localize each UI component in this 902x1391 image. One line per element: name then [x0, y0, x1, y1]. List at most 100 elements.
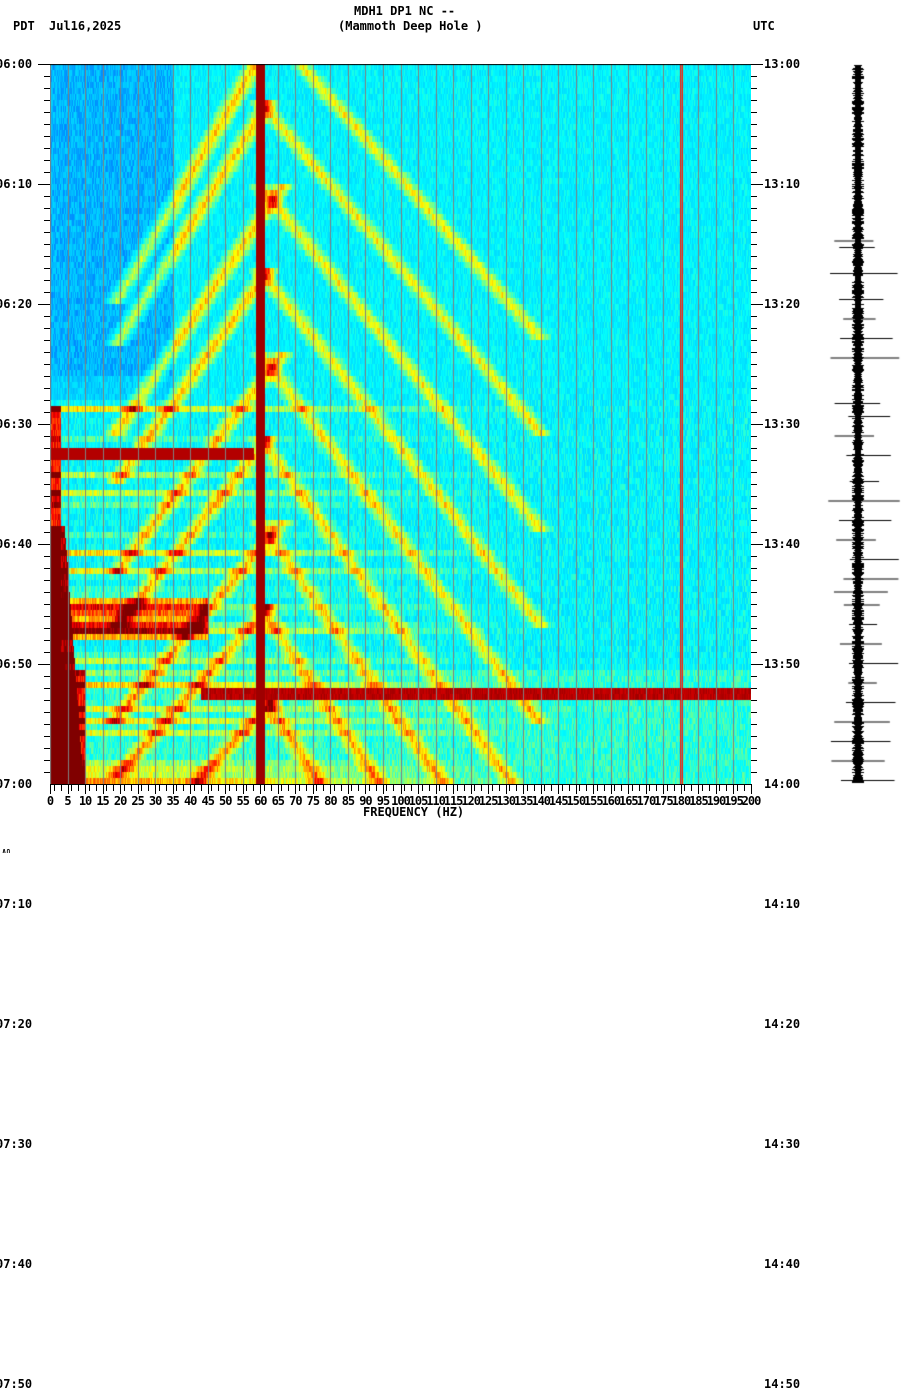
y-tick [751, 136, 757, 137]
y-tick [44, 676, 50, 677]
x-tick [333, 784, 335, 791]
y-tick [751, 556, 757, 557]
x-tick-label: 170 [636, 794, 657, 808]
x-tick [260, 784, 262, 794]
y-tick [44, 748, 50, 749]
x-tick [719, 784, 721, 791]
y-tick [751, 292, 757, 293]
x-tick-label: 175 [654, 794, 674, 808]
x-tick [253, 784, 255, 791]
y-tick-label-left: 07:00 [0, 777, 33, 791]
x-tick [488, 784, 490, 794]
x-tick [614, 784, 616, 791]
date-label: Jul16,2025 [49, 19, 122, 33]
y-tick [44, 340, 50, 341]
x-tick [207, 784, 209, 794]
y-tick [751, 208, 757, 209]
y-tick [44, 472, 50, 473]
x-tick [621, 784, 623, 791]
y-tick [751, 760, 757, 761]
y-tick [751, 412, 757, 413]
x-tick [509, 784, 511, 791]
x-tick-label: 155 [583, 794, 604, 808]
x-tick-label: 120 [461, 794, 481, 808]
spectrogram-plot [50, 64, 751, 784]
y-tick [44, 292, 50, 293]
y-tick [38, 664, 50, 665]
y-tick [44, 568, 50, 569]
y-tick [44, 244, 50, 245]
y-tick-label-right: 13:10 [764, 177, 801, 191]
x-axis-title: FREQUENCY (HZ) [363, 805, 465, 819]
y-tick-label-right: 13:30 [764, 417, 801, 431]
x-tick [603, 784, 605, 791]
x-tick [312, 784, 314, 794]
x-tick [439, 784, 441, 791]
x-tick [544, 784, 546, 791]
x-tick [715, 784, 717, 794]
x-tick [53, 784, 55, 791]
y-tick [751, 604, 757, 605]
x-tick [526, 784, 528, 791]
y-tick-label-right: 14:50 [764, 1377, 801, 1391]
y-tick [751, 460, 757, 461]
y-tick [44, 592, 50, 593]
y-tick [751, 376, 757, 377]
x-tick [375, 784, 377, 791]
x-tick [340, 784, 342, 791]
x-tick [235, 784, 237, 791]
x-tick [421, 784, 423, 791]
y-tick [44, 376, 50, 377]
y-tick [751, 616, 757, 617]
x-tick-label: 65 [271, 794, 285, 808]
left-timezone-label: PDT [13, 19, 35, 33]
y-tick [44, 400, 50, 401]
x-tick [295, 784, 297, 794]
x-tick [474, 784, 476, 791]
x-tick-label: 0 [46, 794, 54, 808]
y-tick [38, 304, 50, 305]
y-tick [751, 232, 757, 233]
spectrogram-canvas [50, 64, 751, 784]
x-tick [277, 784, 279, 794]
x-tick [358, 784, 360, 791]
x-tick [708, 784, 710, 791]
x-tick [558, 784, 560, 794]
y-tick [751, 112, 757, 113]
x-tick [193, 784, 195, 791]
x-tick [386, 784, 388, 791]
y-tick [44, 772, 50, 773]
x-tick [751, 784, 752, 794]
y-tick [44, 268, 50, 269]
y-tick [44, 760, 50, 761]
y-tick [38, 544, 50, 545]
x-tick [172, 784, 174, 794]
x-tick [698, 784, 700, 794]
x-tick [568, 784, 570, 791]
y-tick [751, 712, 757, 713]
y-tick-label-right: 14:20 [764, 1017, 801, 1031]
y-tick [44, 364, 50, 365]
x-tick [663, 784, 665, 794]
x-tick-label: 25 [131, 794, 144, 808]
y-tick [751, 640, 757, 641]
x-tick [645, 784, 647, 794]
y-tick [751, 652, 757, 653]
x-tick [78, 784, 80, 791]
x-tick [242, 784, 244, 794]
y-tick [44, 76, 50, 77]
x-tick-label: 165 [618, 794, 639, 808]
x-tick [165, 784, 167, 791]
x-tick [382, 784, 384, 794]
x-tick [190, 784, 192, 794]
x-tick [393, 784, 395, 791]
x-tick [148, 784, 150, 791]
x-tick [71, 784, 73, 791]
y-tick [44, 652, 50, 653]
y-tick-label-left: 06:30 [0, 417, 33, 431]
y-tick [44, 604, 50, 605]
x-tick-label: 10 [78, 794, 92, 808]
x-tick [684, 784, 686, 791]
y-tick [751, 268, 757, 269]
y-tick [751, 688, 757, 689]
